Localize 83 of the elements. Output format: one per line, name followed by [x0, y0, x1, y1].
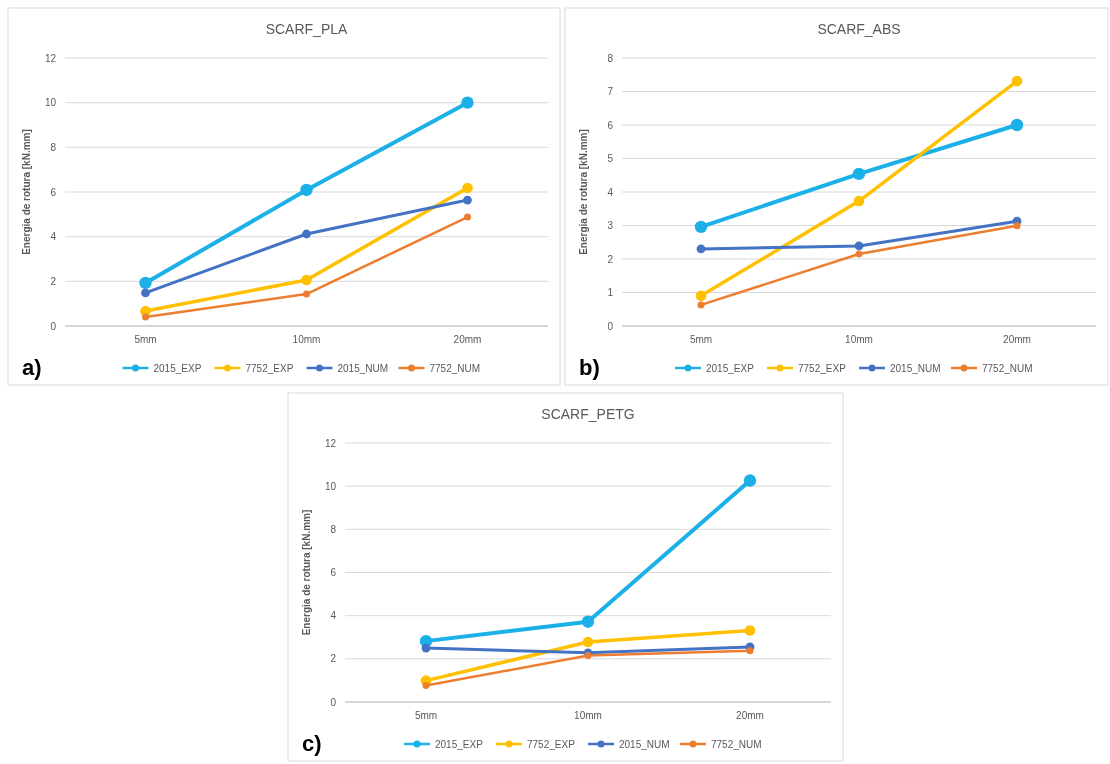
y-tick-label: 10	[44, 97, 57, 109]
legend-label: 7752_NUM	[429, 362, 481, 374]
point	[696, 244, 706, 254]
text: a)	[22, 355, 42, 380]
point	[584, 652, 592, 660]
point	[461, 96, 474, 109]
point	[300, 183, 313, 197]
point	[142, 313, 149, 321]
y-tick-label: 1	[607, 287, 614, 298]
point	[139, 276, 152, 290]
point	[853, 195, 865, 207]
x-tick-label: 5mm	[414, 710, 438, 721]
point	[746, 647, 754, 655]
x-tick-label: 10mm	[574, 710, 602, 721]
y-tick-label: 4	[50, 231, 57, 243]
legend-label: 2015_NUM	[337, 362, 389, 374]
point	[464, 213, 471, 221]
x-tick-label: 5mm	[689, 334, 713, 345]
point	[463, 195, 472, 205]
y-axis-title: Energia de rotura [kN.mm]	[301, 509, 312, 636]
legend-label: 7752_EXP	[245, 362, 294, 374]
y-tick-label: 8	[50, 141, 57, 153]
point	[582, 636, 594, 648]
y-tick-label: 5	[607, 153, 614, 164]
y-tick-label: 6	[50, 186, 57, 198]
x-tick-label: 10mm	[845, 334, 873, 345]
y-tick-label: 0	[330, 696, 337, 708]
point	[852, 167, 866, 181]
y-tick-label: 8	[330, 523, 337, 535]
legend-label: 2015_EXP	[706, 362, 755, 374]
point	[302, 229, 311, 239]
point	[1010, 118, 1024, 132]
legend-label: 7752_NUM	[711, 738, 762, 750]
y-tick-label: 4	[607, 186, 614, 198]
y-tick-label: 2	[607, 253, 614, 265]
point	[301, 274, 312, 286]
y-tick-label: 7	[607, 86, 614, 97]
y-tick-label: 3	[607, 220, 614, 231]
x-tick-label: 10mm	[292, 334, 321, 345]
y-tick-label: 4	[330, 610, 337, 622]
point	[1011, 75, 1023, 87]
legend-label: 7752_NUM	[982, 362, 1033, 374]
point	[581, 615, 595, 628]
y-tick-label: 8	[607, 52, 614, 64]
y-tick-label: 6	[607, 119, 614, 131]
y-tick-label: 10	[324, 480, 337, 492]
legend-label: 7752_EXP	[798, 362, 847, 374]
legend-label: 2015_EXP	[435, 738, 484, 750]
y-tick-label: 0	[50, 320, 57, 332]
x-tick-label: 20mm	[453, 334, 482, 345]
legend-label: 2015_EXP	[153, 362, 202, 374]
chart-title: SCARF_ABS	[817, 21, 901, 37]
point	[854, 241, 864, 251]
x-tick-label: 20mm	[736, 710, 764, 721]
legend-label: 7752_EXP	[527, 738, 576, 750]
legend-label: 2015_NUM	[619, 738, 670, 750]
y-tick-label: 6	[330, 567, 337, 578]
text: b)	[579, 355, 600, 380]
y-axis-title: Energia de rotura [kN.mm]	[21, 129, 32, 255]
y-axis-title: Energia de rotura [kN.mm]	[578, 129, 589, 255]
point	[422, 682, 430, 690]
point	[1013, 222, 1021, 230]
point	[303, 290, 310, 298]
point	[697, 301, 705, 309]
y-tick-label: 12	[324, 437, 337, 449]
legend-label: 2015_NUM	[890, 362, 941, 374]
point	[694, 220, 708, 234]
point	[855, 250, 863, 258]
text: c)	[302, 731, 322, 756]
y-tick-label: 12	[44, 52, 57, 64]
point	[462, 182, 473, 194]
y-tick-label: 2	[330, 653, 337, 665]
y-tick-label: 0	[607, 320, 614, 332]
x-tick-label: 5mm	[134, 334, 157, 345]
point	[744, 625, 756, 636]
x-tick-label: 20mm	[1003, 334, 1031, 345]
chart-title: SCARF_PETG	[541, 406, 635, 422]
point	[141, 288, 150, 298]
point	[743, 474, 757, 487]
point	[421, 643, 431, 653]
chart-title: SCARF_PLA	[265, 21, 349, 37]
y-tick-label: 2	[50, 275, 57, 287]
point	[695, 290, 707, 302]
